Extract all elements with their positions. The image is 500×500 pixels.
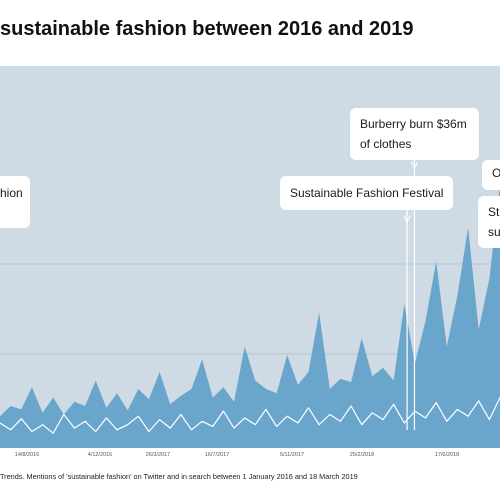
annotation-right-partial-1: O	[482, 160, 500, 190]
x-tick-label-0: 14/8/2016	[15, 452, 39, 458]
x-tick-label-3: 16/7/2017	[205, 452, 229, 458]
source-note: Trends. Mentions of 'sustainable fashion…	[0, 472, 358, 481]
annotation-right-2-line1: St	[488, 202, 500, 222]
x-tick-label-5: 25/2/2018	[350, 452, 374, 458]
annotation-burberry-line2: of clothes	[360, 134, 467, 154]
annotation-right-1-text: O	[492, 166, 500, 180]
annotation-left-text: hion	[0, 186, 23, 200]
x-tick-label-1: 4/12/2016	[88, 452, 112, 458]
annotation-left-partial: hion	[0, 176, 30, 228]
annotation-right-partial-2: St su	[478, 196, 500, 248]
annotation-sff-text: Sustainable Fashion Festival	[290, 186, 443, 200]
x-tick-label-2: 26/3/2017	[146, 452, 170, 458]
x-tick-label-6: 17/6/2018	[435, 452, 459, 458]
annotation-burberry-line1: Burberry burn $36m	[360, 114, 467, 134]
annotation-right-2-line2: su	[488, 222, 500, 242]
x-axis-ticks: 14/8/2016 4/12/2016 26/3/2017 16/7/2017 5/11…	[15, 452, 459, 458]
annotation-sustainable-fashion-festival: Sustainable Fashion Festival	[280, 176, 453, 210]
annotation-burberry: Burberry burn $36m of clothes	[350, 108, 479, 160]
x-tick-label-4: 5/11/2017	[280, 452, 304, 458]
series-area-base	[0, 440, 500, 448]
